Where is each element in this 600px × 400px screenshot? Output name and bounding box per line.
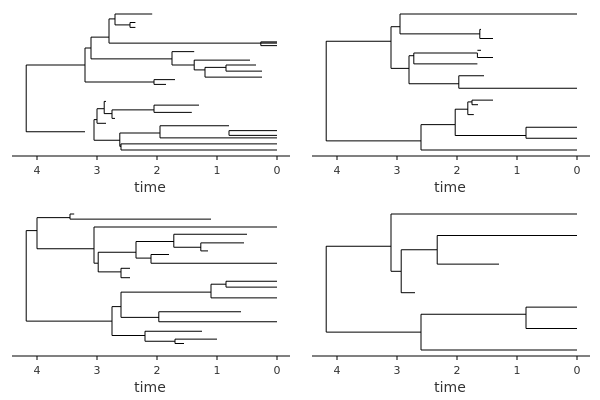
panel-bottom-left: 4 3 2 1 0 time bbox=[12, 213, 290, 396]
x-axis-ticks: 4 3 2 1 0 bbox=[34, 356, 281, 377]
x-tick-label: 0 bbox=[274, 364, 281, 377]
tree-branches bbox=[25, 213, 277, 344]
x-axis-title: time bbox=[434, 180, 466, 196]
x-tick-label: 3 bbox=[394, 364, 401, 377]
x-tick-label: 1 bbox=[514, 364, 521, 377]
x-tick-label: 0 bbox=[574, 164, 581, 177]
x-tick-label: 2 bbox=[154, 164, 161, 177]
x-tick-label: 4 bbox=[34, 364, 41, 377]
panel-top-right: 4 3 2 1 0 time bbox=[312, 13, 590, 196]
x-tick-label: 0 bbox=[574, 364, 581, 377]
x-axis-title: time bbox=[134, 380, 166, 396]
x-tick-label: 2 bbox=[154, 364, 161, 377]
tree-branches bbox=[325, 213, 577, 351]
x-tick-label: 4 bbox=[34, 164, 41, 177]
tree-branches bbox=[25, 13, 277, 151]
x-axis-ticks: 4 3 2 1 0 bbox=[334, 356, 581, 377]
x-axis-title: time bbox=[434, 380, 466, 396]
x-tick-label: 2 bbox=[454, 364, 461, 377]
panel-top-left: 4 3 2 1 0 time bbox=[12, 13, 290, 196]
x-tick-label: 1 bbox=[514, 164, 521, 177]
x-tick-label: 1 bbox=[214, 164, 221, 177]
x-axis-ticks: 4 3 2 1 0 bbox=[334, 156, 581, 177]
panel-bottom-right: 4 3 2 1 0 time bbox=[312, 213, 590, 396]
x-axis-ticks: 4 3 2 1 0 bbox=[34, 156, 281, 177]
x-axis-title: time bbox=[134, 180, 166, 196]
x-tick-label: 4 bbox=[334, 364, 341, 377]
tree-branches bbox=[325, 13, 577, 151]
x-tick-label: 3 bbox=[94, 164, 101, 177]
x-tick-label: 0 bbox=[274, 164, 281, 177]
x-tick-label: 4 bbox=[334, 164, 341, 177]
x-tick-label: 3 bbox=[94, 364, 101, 377]
x-tick-label: 3 bbox=[394, 164, 401, 177]
x-tick-label: 2 bbox=[454, 164, 461, 177]
x-tick-label: 1 bbox=[214, 364, 221, 377]
